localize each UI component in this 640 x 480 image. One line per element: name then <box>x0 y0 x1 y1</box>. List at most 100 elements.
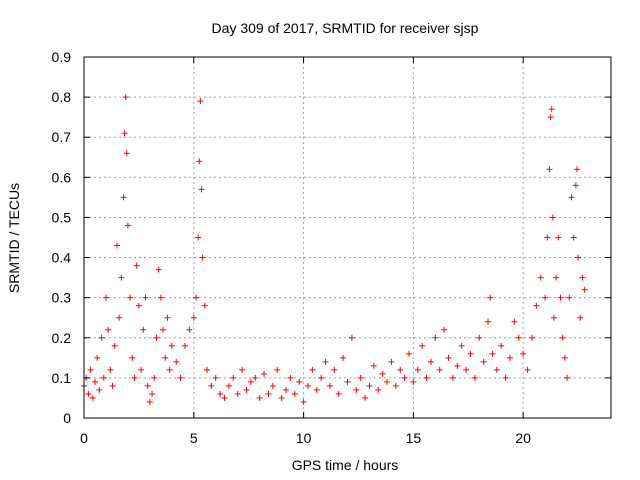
data-point <box>98 334 105 341</box>
data-point <box>575 254 582 261</box>
y-tick-label: 0.3 <box>52 290 72 306</box>
data-point <box>192 294 199 301</box>
data-point <box>340 354 347 361</box>
grid <box>84 57 611 418</box>
data-point <box>157 294 164 301</box>
data-point <box>561 354 568 361</box>
data-point <box>195 234 202 241</box>
data-points <box>81 94 588 405</box>
data-point <box>225 382 232 389</box>
data-point <box>454 362 461 369</box>
data-point <box>401 374 408 381</box>
data-point <box>533 302 540 309</box>
data-point <box>397 366 404 373</box>
data-point <box>414 366 421 373</box>
data-point <box>405 350 412 357</box>
data-point <box>487 294 494 301</box>
x-tick-label: 20 <box>515 430 531 446</box>
data-point <box>109 382 116 389</box>
y-tick-label: 0 <box>63 410 71 426</box>
data-point <box>199 254 206 261</box>
data-point <box>140 326 147 333</box>
data-point <box>524 366 531 373</box>
y-tick-label: 0.7 <box>52 129 72 145</box>
y-tick-labels: 0 0.1 0.2 0.3 0.4 0.5 0.6 0.7 0.8 0.9 <box>52 49 72 426</box>
data-point <box>144 382 151 389</box>
data-point <box>89 394 96 401</box>
data-point <box>489 350 496 357</box>
data-point <box>550 314 557 321</box>
data-point <box>568 194 575 201</box>
data-point <box>581 286 588 293</box>
data-point <box>344 378 351 385</box>
data-point <box>388 358 395 365</box>
data-point <box>313 386 320 393</box>
data-point <box>124 222 131 229</box>
data-point <box>555 234 562 241</box>
data-point <box>511 318 518 325</box>
axis-ticks <box>83 56 611 419</box>
x-tick-label: 0 <box>80 430 88 446</box>
data-point <box>476 334 483 341</box>
data-point <box>113 242 120 249</box>
data-point <box>498 342 505 349</box>
data-point <box>546 166 553 173</box>
data-point <box>348 334 355 341</box>
data-point <box>247 378 254 385</box>
data-point <box>256 394 263 401</box>
data-point <box>553 274 560 281</box>
data-point <box>375 386 382 393</box>
data-point <box>471 374 478 381</box>
data-point <box>123 150 130 157</box>
data-point <box>353 386 360 393</box>
data-point <box>502 374 509 381</box>
data-point <box>107 366 114 373</box>
data-point <box>116 314 123 321</box>
data-point <box>300 398 307 405</box>
data-point <box>419 342 426 349</box>
data-point <box>559 334 566 341</box>
data-point <box>370 362 377 369</box>
data-point <box>357 374 364 381</box>
data-point <box>120 194 127 201</box>
data-point <box>164 314 171 321</box>
data-point <box>278 394 285 401</box>
x-tick-labels: 0 5 10 15 20 <box>80 430 531 446</box>
data-point <box>100 374 107 381</box>
data-point <box>322 358 329 365</box>
data-point <box>234 390 241 397</box>
y-tick-label: 0.9 <box>52 49 72 65</box>
data-point <box>287 374 294 381</box>
data-point <box>449 374 456 381</box>
data-point <box>269 382 276 389</box>
data-point <box>480 358 487 365</box>
data-point <box>252 374 259 381</box>
data-point <box>94 354 101 361</box>
data-point <box>445 354 452 361</box>
y-tick-label: 0.4 <box>52 250 72 266</box>
data-point <box>196 158 203 165</box>
data-point <box>436 366 443 373</box>
y-tick-label: 0.2 <box>52 330 72 346</box>
data-point <box>283 386 290 393</box>
data-point <box>201 302 208 309</box>
data-point <box>274 366 281 373</box>
data-point <box>162 354 169 361</box>
data-point <box>564 374 571 381</box>
data-point <box>392 382 399 389</box>
data-point <box>243 386 250 393</box>
data-point <box>186 326 193 333</box>
data-point <box>239 366 246 373</box>
data-point <box>506 354 513 361</box>
data-point <box>182 342 189 349</box>
data-point <box>291 390 298 397</box>
data-point <box>138 366 145 373</box>
data-point <box>548 106 555 113</box>
data-point <box>463 366 470 373</box>
data-point <box>547 114 554 121</box>
data-point <box>177 374 184 381</box>
data-point <box>135 302 142 309</box>
data-point <box>221 394 228 401</box>
data-point <box>379 370 386 377</box>
